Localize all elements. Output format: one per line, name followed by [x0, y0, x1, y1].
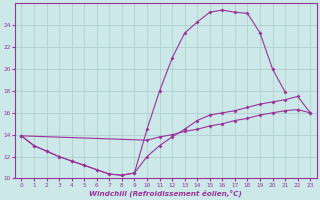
- X-axis label: Windchill (Refroidissement éolien,°C): Windchill (Refroidissement éolien,°C): [89, 189, 242, 197]
